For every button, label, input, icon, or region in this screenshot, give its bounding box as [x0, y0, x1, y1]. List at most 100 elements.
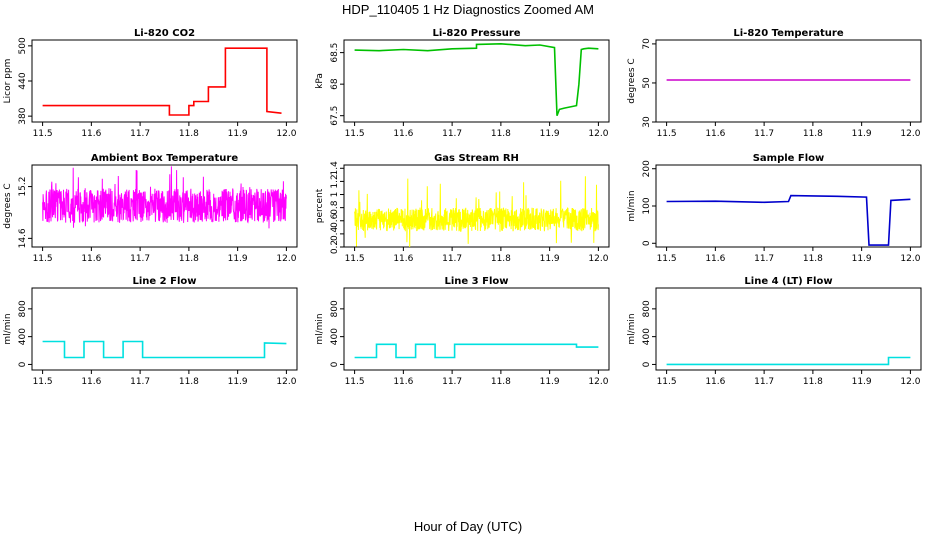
y-tick-label: 1.2	[330, 174, 340, 188]
x-tick-label: 11.9	[228, 254, 248, 264]
x-tick-label: 11.6	[81, 377, 101, 387]
x-tick-label: 11.6	[705, 377, 725, 387]
x-tick-label: 11.5	[345, 129, 365, 139]
series-line	[354, 343, 599, 359]
panel-1: Li-820 CO2 11.5 11.6 11.7 11.8 11.9 12.0 380 440…	[3, 28, 298, 139]
x-tick-label: 11.5	[33, 377, 53, 387]
panel-7: Line 2 Flow 11.5 11.6 11.7 11.8 11.9 12.0 0 400 8…	[3, 276, 298, 387]
x-tick-label: 11.8	[803, 129, 823, 139]
x-tick-label: 11.5	[33, 254, 53, 264]
panel-8: Line 3 Flow 11.5 11.6 11.7 11.8 11.9 12.0 0 400 8…	[315, 276, 610, 387]
x-tick-label: 11.8	[803, 377, 823, 387]
x-tick-label: 12.0	[900, 254, 920, 264]
panel-title: Li-820 Temperature	[733, 28, 843, 39]
x-tick-label: 11.9	[228, 377, 248, 387]
x-tick-label: 11.9	[540, 254, 560, 264]
x-tick-label: 11.8	[179, 254, 199, 264]
y-axis-label: degrees C	[627, 58, 637, 103]
panel-2: Li-820 Pressure 11.5 11.6 11.7 11.8 11.9 12.0 6…	[315, 28, 610, 139]
x-tick-label: 11.8	[491, 377, 511, 387]
plot-frame	[343, 164, 610, 248]
y-tick-label: 1.4	[330, 161, 340, 176]
x-tick-label: 11.5	[657, 254, 677, 264]
x-tick-label: 11.5	[657, 129, 677, 139]
x-tick-label: 11.9	[540, 129, 560, 139]
y-tick-label: 14.6	[18, 228, 28, 248]
x-tick-label: 12.0	[276, 129, 296, 139]
y-tick-label: 50	[642, 77, 652, 89]
x-tick-label: 11.5	[345, 254, 365, 264]
y-tick-label: 800	[18, 300, 28, 317]
plot-frame	[655, 287, 922, 371]
y-tick-label: 200	[642, 160, 652, 177]
y-tick-label: 68.5	[330, 43, 340, 63]
x-tick-label: 11.8	[803, 254, 823, 264]
figure-title: HDP_110405 1 Hz Diagnostics Zoomed AM	[342, 2, 594, 17]
x-tick-label: 11.7	[442, 377, 462, 387]
x-tick-label: 11.6	[81, 129, 101, 139]
y-tick-label: 0.2	[330, 240, 340, 254]
y-tick-label: 0	[18, 361, 28, 367]
y-tick-label: 1	[330, 192, 340, 198]
panel-6: Sample Flow 11.5 11.6 11.7 11.8 11.9 12.0 0 100 2…	[627, 153, 922, 264]
x-tick-label: 11.7	[130, 377, 150, 387]
x-tick-label: 12.0	[588, 129, 608, 139]
y-tick-label: 100	[642, 197, 652, 214]
x-tick-label: 11.6	[393, 129, 413, 139]
x-tick-label: 11.8	[491, 129, 511, 139]
y-tick-label: 380	[18, 107, 28, 124]
plot-frame	[31, 164, 298, 248]
y-tick-label: 0.6	[330, 213, 340, 228]
panel-grid: Li-820 CO2 11.5 11.6 11.7 11.8 11.9 12.0 380 440…	[3, 28, 922, 387]
plot-frame	[31, 39, 298, 123]
panel-title: Li-820 Pressure	[432, 28, 520, 39]
x-tick-label: 11.7	[130, 129, 150, 139]
x-tick-label: 11.7	[442, 129, 462, 139]
panel-title: Line 4 (LT) Flow	[744, 276, 832, 287]
y-axis-label: ml/min	[315, 313, 325, 344]
y-tick-label: 0	[330, 361, 340, 367]
x-tick-label: 11.9	[852, 377, 872, 387]
series-line	[666, 194, 911, 246]
panel-3: Li-820 Temperature 11.5 11.6 11.7 11.8 11.9 12…	[627, 28, 922, 139]
y-tick-label: 68	[330, 78, 340, 90]
x-tick-label: 11.5	[345, 377, 365, 387]
y-tick-label: 67.5	[330, 106, 340, 126]
x-tick-label: 11.7	[442, 254, 462, 264]
y-tick-label: 0	[642, 240, 652, 246]
x-tick-label: 12.0	[276, 254, 296, 264]
y-tick-label: 15.2	[18, 177, 28, 197]
x-tick-label: 11.6	[705, 254, 725, 264]
plot-frame	[655, 39, 922, 123]
x-tick-label: 12.0	[588, 377, 608, 387]
y-tick-label: 400	[642, 328, 652, 345]
x-tick-label: 12.0	[900, 129, 920, 139]
x-tick-label: 11.7	[754, 129, 774, 139]
series-line	[354, 42, 599, 116]
x-tick-label: 12.0	[588, 254, 608, 264]
series-line	[42, 340, 287, 359]
y-tick-label: 440	[18, 72, 28, 89]
x-tick-label: 12.0	[900, 377, 920, 387]
x-tick-label: 11.9	[852, 254, 872, 264]
y-axis-label: percent	[315, 188, 325, 223]
series-line	[666, 356, 911, 366]
panel-4: Ambient Box Temperature 11.5 11.6 11.7 11.8 1…	[3, 153, 298, 264]
y-tick-label: 500	[18, 37, 28, 54]
x-tick-label: 11.8	[179, 377, 199, 387]
plot-frame	[343, 39, 610, 123]
series-line	[354, 176, 599, 247]
x-tick-label: 11.8	[179, 129, 199, 139]
panel-title: Sample Flow	[753, 153, 825, 164]
y-tick-label: 0.8	[330, 200, 340, 215]
panel-5: Gas Stream RH 11.5 11.6 11.7 11.8 11.9 12.0 0.2…	[315, 153, 610, 264]
plot-frame	[343, 287, 610, 371]
panel-title: Line 2 Flow	[133, 276, 197, 287]
series-line	[42, 47, 282, 116]
y-tick-label: 70	[642, 38, 652, 50]
y-tick-label: 30	[642, 116, 652, 128]
y-axis-label: kPa	[315, 73, 325, 89]
y-tick-label: 800	[330, 300, 340, 317]
x-tick-label: 11.5	[657, 377, 677, 387]
